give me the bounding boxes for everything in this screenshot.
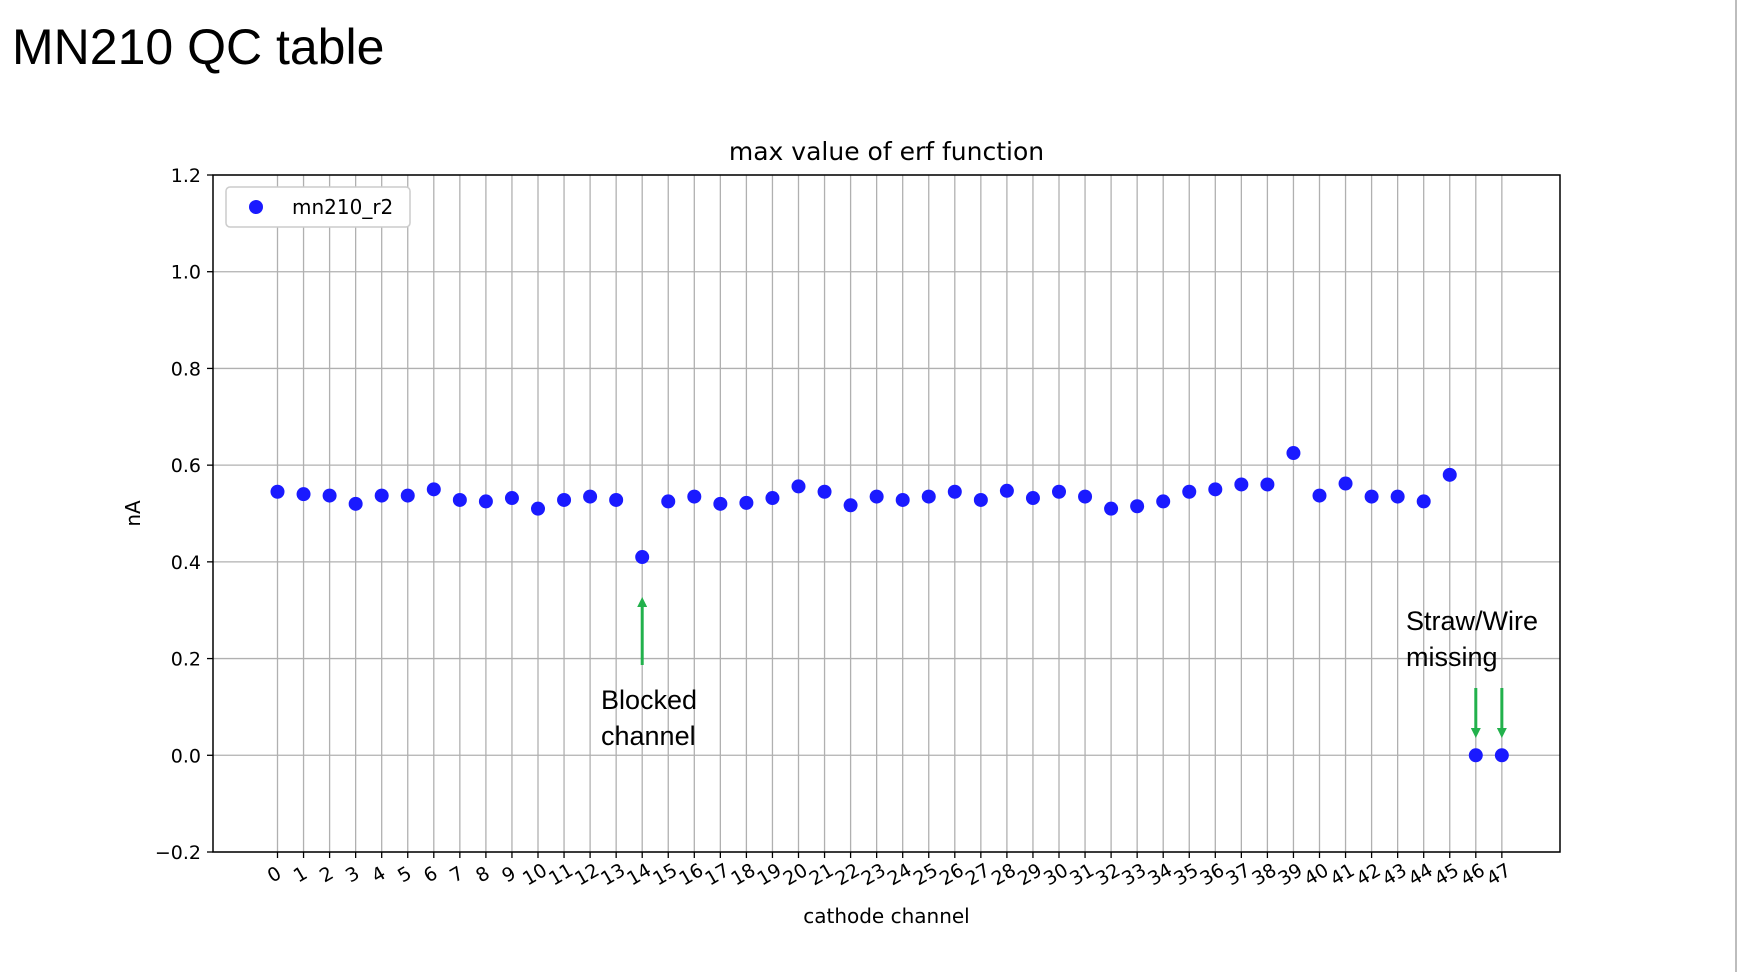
legend-series-label: mn210_r2: [292, 195, 393, 219]
data-point: [270, 484, 285, 499]
y-tick-label: 0.2: [171, 649, 201, 671]
data-point: [1338, 476, 1353, 491]
data-point: [1494, 748, 1509, 763]
legend-marker: [249, 200, 263, 214]
legend: mn210_r2: [225, 186, 411, 228]
grid-lines: [213, 174, 1560, 853]
data-point: [713, 496, 728, 511]
data-point: [1260, 477, 1275, 492]
data-point: [739, 495, 754, 510]
data-point: [348, 496, 363, 511]
y-tick-label: 0.6: [171, 455, 201, 477]
blocked-channel-annotation: Blocked channel: [601, 685, 698, 751]
data-point: [1468, 748, 1483, 763]
x-tick-label: 6: [420, 862, 441, 887]
data-point: [1104, 501, 1119, 516]
x-tick-label: 7: [446, 862, 467, 887]
x-tick-label: 47: [1483, 859, 1515, 890]
slide-title: MN210 QC table: [12, 19, 385, 75]
legend-box: [225, 186, 411, 228]
data-point: [1312, 488, 1327, 503]
x-tick-label: 8: [472, 862, 493, 887]
data-point: [400, 488, 415, 503]
annotation-arrows: [637, 597, 1507, 738]
data-point: [531, 501, 545, 516]
x-tick-label: 0: [264, 862, 285, 887]
data-point: [1234, 477, 1249, 492]
data-points: [270, 446, 1509, 763]
data-point: [1130, 499, 1145, 514]
y-tick-label: 0.0: [171, 745, 201, 767]
chart-title: max value of erf function: [729, 137, 1044, 166]
data-point: [921, 489, 936, 504]
data-point: [296, 487, 311, 502]
data-point: [322, 488, 337, 503]
data-point: [973, 492, 988, 507]
data-point: [843, 498, 858, 513]
data-point: [765, 491, 780, 506]
x-tick-label: 1: [290, 862, 311, 887]
y-tick-label: 1.0: [171, 262, 201, 284]
x-tick-label: 4: [368, 862, 389, 887]
data-point: [1208, 482, 1223, 497]
data-point: [1390, 489, 1405, 504]
y-axis-label: nA: [121, 500, 145, 527]
y-tick-label: −0.2: [155, 842, 201, 864]
x-tick-label: 5: [394, 862, 415, 887]
data-point: [583, 489, 598, 504]
data-point: [374, 488, 389, 503]
axis-ticks: −0.20.00.20.40.60.81.01.20 1 2 3 4 5 6 7 8 9 10111…: [155, 165, 1515, 890]
data-point: [1078, 489, 1093, 504]
y-tick-label: 0.4: [171, 552, 201, 574]
plot-frame: [212, 174, 1561, 853]
x-tick-label: 9: [498, 862, 519, 887]
data-point: [1025, 491, 1040, 506]
y-tick-label: 0.8: [171, 358, 201, 380]
data-point: [1286, 446, 1301, 461]
data-point: [504, 491, 519, 506]
data-point: [452, 492, 467, 507]
data-point: [895, 492, 910, 507]
data-point: [609, 492, 624, 507]
data-point: [1416, 494, 1431, 509]
data-point: [1442, 467, 1457, 482]
x-axis-label: cathode channel: [803, 904, 970, 928]
data-point: [999, 483, 1014, 498]
data-point: [817, 484, 832, 499]
straw-wire-missing-annotation: Straw/Wire missing: [1406, 606, 1539, 672]
x-tick-label: 2: [316, 862, 337, 887]
data-point: [791, 479, 806, 494]
y-tick-label: 1.2: [171, 165, 201, 187]
data-point: [1182, 484, 1197, 499]
data-point: [426, 482, 441, 497]
data-point: [661, 494, 676, 509]
data-point: [869, 489, 884, 504]
data-point: [1364, 489, 1379, 504]
data-point: [478, 494, 493, 509]
x-tick-label: 3: [342, 862, 363, 887]
data-point: [557, 492, 572, 507]
data-point: [687, 489, 702, 504]
data-point: [1156, 494, 1171, 509]
data-point: [947, 484, 962, 499]
data-point: [635, 550, 650, 565]
data-point: [1052, 484, 1066, 499]
slide-edge-rule: [1735, 0, 1737, 972]
